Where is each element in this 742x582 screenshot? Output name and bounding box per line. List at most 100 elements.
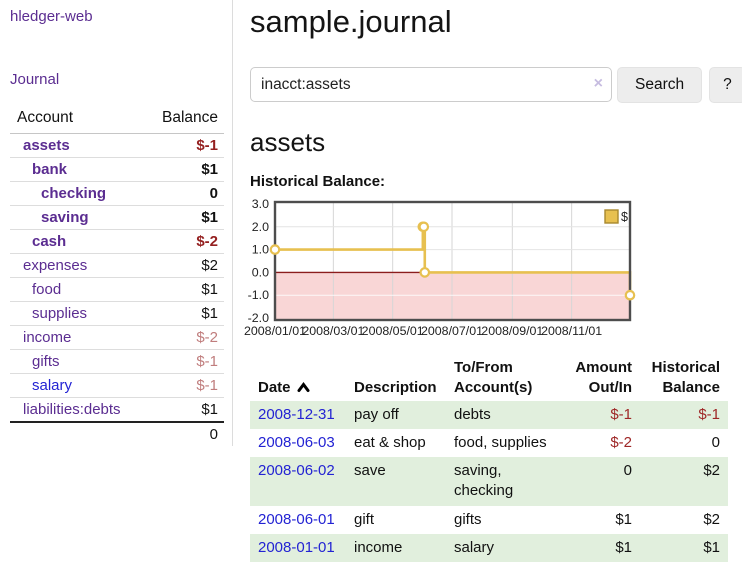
account-heading: assets [250, 127, 326, 157]
transaction-amount: $1 [615, 538, 632, 556]
account-row-saving: saving $1 [10, 205, 224, 230]
app-root: hledger-web Journal Account Balance asse… [0, 0, 742, 562]
search-button[interactable]: Search [617, 67, 703, 103]
transaction-balance: 0 [711, 433, 720, 451]
svg-text:2008/09/01: 2008/09/01 [481, 324, 543, 338]
register-col-description: Description [354, 379, 437, 397]
register-row: 2008-06-01 gift gifts $1 $2 [250, 506, 728, 534]
transaction-amount: 0 [623, 462, 632, 479]
account-link-food[interactable]: food [32, 281, 62, 298]
svg-text:-1.0: -1.0 [248, 288, 269, 302]
account-balance: $1 [144, 397, 224, 422]
transaction-description: save [354, 462, 386, 479]
svg-text:2008/11/01: 2008/11/01 [541, 324, 602, 338]
account-balance: $1 [144, 205, 224, 230]
account-balance: $1 [144, 277, 224, 302]
svg-text:$: $ [621, 210, 628, 224]
transaction-date-link[interactable]: 2008-06-03 [258, 433, 335, 451]
account-row-food: food $1 [10, 277, 224, 302]
accounts-header-row: Account Balance [10, 105, 224, 134]
account-link-saving[interactable]: saving [41, 209, 89, 226]
register-row: 2008-06-03 eat & shop food, supplies $-2… [250, 429, 728, 457]
svg-text:2008/03/01: 2008/03/01 [302, 324, 364, 338]
account-row-checking: checking 0 [10, 181, 224, 206]
account-balance: 0 [144, 181, 224, 206]
account-link-assets[interactable]: assets [23, 137, 70, 154]
transaction-description: pay off [354, 405, 399, 423]
account-balance: $-2 [144, 325, 224, 350]
account-row-cash: cash $-2 [10, 229, 224, 254]
transaction-date-link[interactable]: 2008-06-02 [258, 462, 335, 479]
transaction-description: gift [354, 510, 375, 528]
transaction-date-link[interactable]: 2008-06-01 [258, 510, 335, 528]
account-link-cash[interactable]: cash [32, 233, 67, 250]
search-input-wrap: × [250, 67, 612, 103]
register-row: 2008-06-02 save saving, checking 0 $2 [250, 457, 728, 506]
svg-text:2008/01/01: 2008/01/01 [244, 324, 306, 338]
account-link-income[interactable]: income [23, 329, 72, 346]
brand-link[interactable]: hledger-web [10, 8, 93, 25]
accounts-col-account: Account [10, 105, 145, 134]
register-col-balance: Historical Balance [651, 359, 720, 397]
svg-text:2008/07/01: 2008/07/01 [421, 324, 483, 338]
account-link-expenses[interactable]: expenses [23, 257, 88, 274]
transaction-balance: $2 [703, 510, 720, 528]
search-input[interactable] [250, 67, 612, 102]
svg-text:3.0: 3.0 [252, 197, 269, 211]
transaction-amount: $-2 [610, 433, 632, 451]
transaction-balance: $1 [703, 538, 720, 556]
accounts-table: Account Balance assets $-1 bank $1 check… [10, 105, 224, 446]
historical-balance-chart: $3.0 2.0 1.0 0.0 -1.0 -2.0 2008/01/01 2008/03/0… [244, 196, 742, 342]
register-row: 2008-01-01 income salary $1 $1 [250, 533, 728, 562]
chart-title: Historical Balance: [250, 173, 386, 190]
transaction-amount: $-1 [610, 405, 632, 423]
sidebar: hledger-web Journal Account Balance asse… [0, 0, 233, 446]
transaction-accounts: saving, checking [454, 462, 514, 500]
accounts-total-value: 0 [144, 421, 224, 446]
transaction-balance: $-1 [698, 405, 720, 423]
account-row-gifts: gifts $-1 [10, 349, 224, 374]
transaction-description: eat & shop [354, 433, 426, 451]
sidebar-item-journal[interactable]: Journal [10, 71, 60, 88]
transaction-date-link[interactable]: 2008-01-01 [258, 538, 335, 556]
transaction-date-link[interactable]: 2008-12-31 [258, 405, 335, 423]
accounts-col-balance: Balance [144, 105, 224, 134]
account-row-income: income $-2 [10, 325, 224, 350]
sort-ascending-icon [297, 382, 310, 393]
account-row-assets: assets $-1 [10, 133, 224, 158]
account-link-salary[interactable]: salary [32, 377, 73, 394]
accounts-total-row: 0 [10, 421, 224, 446]
register-row: 2008-12-31 pay off debts $-1 $-1 [250, 400, 728, 429]
account-balance: $-2 [144, 229, 224, 254]
register-col-amount: Amount Out/In [575, 359, 632, 397]
svg-text:0.0: 0.0 [252, 265, 269, 279]
register-col-date[interactable]: Date [250, 356, 346, 401]
transaction-description: income [354, 538, 403, 556]
page-title: sample.journal [250, 4, 452, 39]
account-balance: $-1 [144, 373, 224, 398]
account-balance: $1 [144, 301, 224, 326]
transaction-accounts: food, supplies [454, 433, 547, 451]
account-link-gifts[interactable]: gifts [32, 353, 60, 370]
account-balance: $1 [144, 157, 224, 182]
svg-text:2008/05/01: 2008/05/01 [362, 324, 424, 338]
account-link-liabilities-debts[interactable]: liabilities:debts [23, 401, 121, 418]
account-row-supplies: supplies $1 [10, 301, 224, 326]
register-table: Date Description To/From Account(s) Amou… [250, 356, 728, 562]
register-header-row: Date Description To/From Account(s) Amou… [250, 356, 728, 401]
account-row-bank: bank $1 [10, 157, 224, 182]
account-link-bank[interactable]: bank [32, 161, 68, 178]
main-panel: sample.journal × Search ? assets Histori… [233, 0, 742, 562]
svg-text:2.0: 2.0 [252, 220, 269, 234]
account-row-expenses: expenses $2 [10, 253, 224, 278]
account-row-liabilities-debts: liabilities:debts $1 [10, 397, 224, 422]
svg-text:-2.0: -2.0 [248, 311, 269, 325]
register-col-date-label: Date [258, 379, 291, 397]
help-button[interactable]: ? [709, 67, 742, 103]
transaction-amount: $1 [615, 510, 632, 528]
register-col-tofrom: To/From Account(s) [454, 359, 533, 397]
clear-search-icon[interactable]: × [593, 75, 603, 92]
account-link-supplies[interactable]: supplies [32, 305, 88, 322]
transaction-accounts: debts [454, 405, 491, 423]
account-link-checking[interactable]: checking [41, 185, 107, 202]
